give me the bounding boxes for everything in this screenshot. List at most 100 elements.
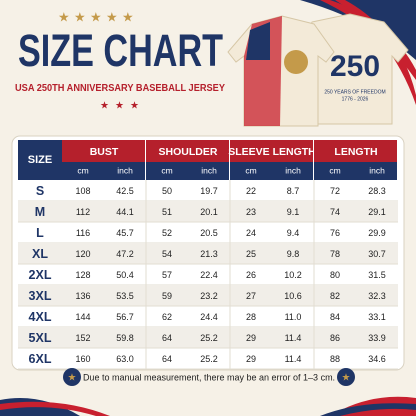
subheader-cell [314, 162, 397, 180]
subheader: inch [369, 165, 385, 175]
measurement: 29.1 [368, 207, 386, 217]
subheader: cm [329, 165, 340, 175]
svg-text:★: ★ [100, 101, 109, 112]
column-header: SHOULDER [159, 146, 218, 158]
svg-text:★: ★ [90, 9, 102, 24]
measurement: 24.4 [200, 312, 218, 322]
subheader-cell [62, 162, 145, 180]
jersey-back: 250 250 YEARS OF FREEDOM 1776 - 2026 [301, 13, 409, 125]
measurement: 52 [162, 228, 172, 238]
measurement: 10.6 [284, 291, 302, 301]
subheader-cell [230, 162, 313, 180]
measurement: 26 [246, 270, 256, 280]
column-header: SLEEVE LENGTH [228, 146, 316, 158]
row-shade [18, 327, 398, 348]
measurement: 64 [162, 354, 172, 364]
column-header: LENGTH [334, 146, 377, 158]
flag-decoration [300, 0, 416, 105]
measurement: 64 [162, 333, 172, 343]
measurement: 28.3 [368, 186, 386, 196]
measurement: 88 [330, 354, 340, 364]
measurement: 76 [330, 228, 340, 238]
measurement: 42.5 [116, 186, 134, 196]
measurement: 25.2 [200, 354, 218, 364]
size-header-cell [18, 140, 62, 180]
measurement: 45.7 [116, 228, 134, 238]
measurement: 33.1 [368, 312, 386, 322]
measurement: 59.8 [116, 333, 134, 343]
bottom-flag [0, 396, 416, 416]
measurement: 82 [330, 291, 340, 301]
size-label: S [36, 184, 44, 198]
measurement: 62 [162, 312, 172, 322]
subheader: cm [77, 165, 88, 175]
measurement: 29.9 [368, 228, 386, 238]
measurement: 51 [162, 207, 172, 217]
measurement: 34.6 [368, 354, 386, 364]
size-label: L [36, 226, 44, 240]
measurement: 20.5 [200, 228, 218, 238]
row-shade [18, 201, 398, 222]
measurement: 22.4 [200, 270, 218, 280]
measurement: 53.5 [116, 291, 134, 301]
measurement: 22 [246, 186, 256, 196]
column-header-cell [146, 140, 229, 162]
subtitle: USA 250TH ANNIVERSARY BASEBALL JERSEY [15, 82, 225, 94]
size-label: 2XL [29, 268, 52, 282]
jersey-number: 250 [330, 50, 380, 83]
measurement: 80 [330, 270, 340, 280]
measurement: 8.7 [287, 186, 300, 196]
measurement: 28 [246, 312, 256, 322]
measurement: 84 [330, 312, 340, 322]
size-label: 6XL [29, 352, 52, 366]
jersey-tagline: 250 YEARS OF FREEDOM [324, 89, 385, 95]
measurement: 136 [75, 291, 90, 301]
size-table: SIZE BUST SHOULDER SLEEVE LENGTH LENGTH cm inc… [18, 140, 398, 370]
size-header: SIZE [28, 154, 52, 166]
measurement: 50 [162, 186, 172, 196]
measurement: 86 [330, 333, 340, 343]
measurement: 63.0 [116, 354, 134, 364]
svg-text:★: ★ [122, 9, 134, 24]
measurement: 152 [75, 333, 90, 343]
measurement: 74 [330, 207, 340, 217]
stars-top: ★ ★ ★ ★ ★ [58, 9, 134, 24]
measurement: 29 [246, 333, 256, 343]
measurement: 9.8 [287, 249, 300, 259]
subheader: inch [201, 165, 217, 175]
column-header: BUST [90, 146, 119, 158]
measurement: 11.4 [285, 333, 302, 343]
measurement: 160 [75, 354, 90, 364]
measurement: 47.2 [116, 249, 134, 259]
measurement: 144 [75, 312, 90, 322]
stars-red: ★ ★ ★ [100, 101, 139, 112]
measurement: 31.5 [368, 270, 386, 280]
measurement: 21.3 [200, 249, 218, 259]
measurement: 54 [162, 249, 172, 259]
jersey-years: 1776 - 2026 [342, 96, 369, 102]
measurement: 27 [246, 291, 256, 301]
measurement: 11.4 [285, 354, 302, 364]
jersey-front [227, 15, 335, 127]
column-header-cell [62, 140, 145, 162]
subheader: inch [285, 165, 301, 175]
subheader: cm [245, 165, 256, 175]
size-label: 5XL [29, 331, 52, 345]
measurement: 30.7 [368, 249, 386, 259]
size-label: 3XL [29, 289, 52, 303]
title: SIZE CHART [18, 25, 223, 76]
measurement: 24 [246, 228, 256, 238]
measurement: 10.2 [284, 270, 302, 280]
svg-text:★: ★ [130, 101, 139, 112]
measurement: 59 [162, 291, 172, 301]
measurement: 112 [76, 207, 90, 217]
measurement: 23.2 [200, 291, 218, 301]
svg-text:★: ★ [74, 9, 86, 24]
svg-text:★: ★ [68, 373, 77, 384]
column-header-cell [314, 140, 397, 162]
measurement: 116 [76, 228, 90, 238]
subheader: cm [161, 165, 172, 175]
measurement: 57 [162, 270, 172, 280]
